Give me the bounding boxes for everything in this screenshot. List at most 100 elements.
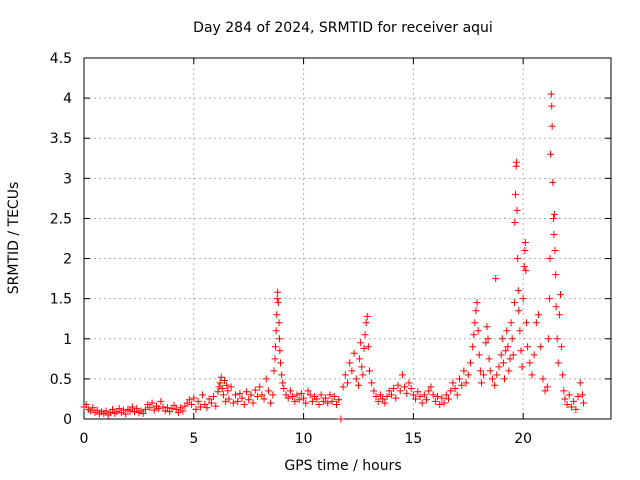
data-point [274,299,282,307]
data-point [368,379,376,387]
data-point [476,367,484,375]
data-point [348,367,356,375]
data-point [462,379,470,387]
data-point [532,319,540,327]
data-point [390,385,398,393]
data-point [256,383,264,391]
data-point [502,347,510,355]
data-point [330,393,338,401]
data-point [205,395,213,403]
data-point [335,396,343,404]
data-point [269,391,277,399]
data-point [509,351,517,359]
axis-ticks: 0 0.5 1 1.5 2 2.5 3 3.5 4 4.5 0 5 10 15 20 [50,51,611,447]
data-point [163,404,171,412]
x-tick-label: 20 [514,431,532,447]
data-point [322,394,330,402]
data-point [510,299,518,307]
data-point [188,401,196,409]
y-tick-label: 2 [63,252,72,268]
data-point [578,391,586,399]
data-point [203,404,211,412]
data-point [398,371,406,379]
data-point [115,405,123,413]
data-point [546,295,554,303]
data-point [514,255,522,263]
data-point [544,335,552,343]
data-point [194,397,202,405]
y-tick-label: 4 [63,91,72,107]
data-point [541,387,549,395]
data-point [570,397,578,405]
data-point [445,395,453,403]
data-point [341,371,349,379]
data-point [223,381,231,389]
data-point [361,331,369,339]
data-point [273,295,281,303]
data-point [555,311,563,319]
data-point [271,343,279,351]
data-point [492,275,500,283]
data-point [253,393,261,401]
data-point [120,406,128,414]
data-point [221,376,229,384]
data-point [407,385,415,393]
data-point [535,311,543,319]
data-point [308,397,316,405]
data-point [580,399,588,407]
data-point [472,307,480,315]
data-point [286,387,294,395]
data-point [214,388,222,396]
data-point [488,375,496,383]
data-point [339,383,347,391]
data-point [423,396,431,404]
data-point [547,150,555,158]
data-point [357,339,365,347]
data-point [141,405,149,413]
data-point [546,255,554,263]
data-point [516,327,524,335]
data-point [360,344,368,352]
data-point [128,403,136,411]
data-point [275,335,283,343]
data-point [155,405,163,413]
data-point [185,396,193,404]
data-point [394,381,402,389]
data-point [524,343,532,351]
data-point [333,401,341,409]
data-point [491,381,499,389]
data-point [324,399,332,407]
data-point [210,393,218,401]
data-point [170,401,178,409]
y-tick-label: 0 [63,412,72,428]
y-tick-label: 3 [63,171,72,187]
data-point [146,404,154,412]
data-point [548,122,556,130]
data-point [501,375,509,383]
data-point [372,393,380,401]
data-point [326,391,334,399]
data-point [159,403,167,411]
data-point [304,387,312,395]
data-point [359,371,367,379]
data-point [271,355,279,363]
data-point [576,379,584,387]
data-point [480,371,488,379]
x-tick-label: 10 [295,431,313,447]
data-point [102,407,110,415]
data-point [219,391,227,399]
data-point [453,391,461,399]
data-point [518,363,526,371]
data-point [548,102,556,110]
data-point [508,335,516,343]
data-point [247,391,255,399]
data-point [483,323,491,331]
data-point [418,399,426,407]
data-point [528,371,536,379]
data-point [477,379,485,387]
data-point [403,389,411,397]
data-point [232,391,240,399]
x-axis-title: GPS time / hours [284,458,401,474]
data-point [499,359,507,367]
